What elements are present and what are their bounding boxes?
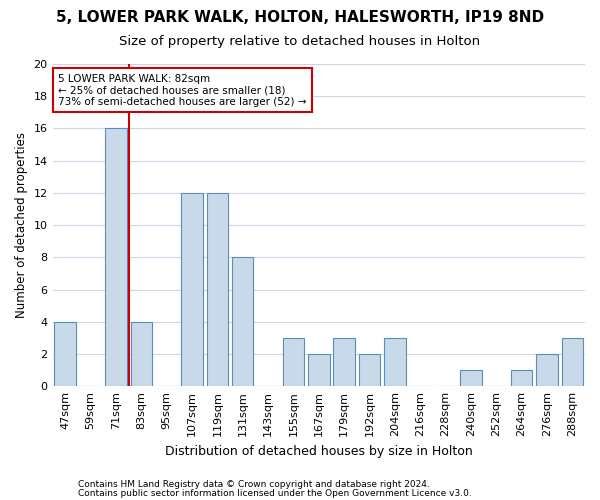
Text: Contains public sector information licensed under the Open Government Licence v3: Contains public sector information licen… [78, 488, 472, 498]
Bar [562, 338, 583, 386]
X-axis label: Distribution of detached houses by size in Holton: Distribution of detached houses by size … [165, 444, 473, 458]
Y-axis label: Number of detached properties: Number of detached properties [15, 132, 28, 318]
Bar [460, 370, 482, 386]
Text: 5 LOWER PARK WALK: 82sqm
← 25% of detached houses are smaller (18)
73% of semi-d: 5 LOWER PARK WALK: 82sqm ← 25% of detach… [58, 74, 307, 107]
Bar [131, 322, 152, 386]
Bar [105, 128, 127, 386]
Text: Contains HM Land Registry data © Crown copyright and database right 2024.: Contains HM Land Registry data © Crown c… [78, 480, 430, 489]
Bar [232, 258, 253, 386]
Text: 5, LOWER PARK WALK, HOLTON, HALESWORTH, IP19 8ND: 5, LOWER PARK WALK, HOLTON, HALESWORTH, … [56, 10, 544, 25]
Bar [334, 338, 355, 386]
Bar [206, 193, 228, 386]
Bar [384, 338, 406, 386]
Bar [283, 338, 304, 386]
Bar [359, 354, 380, 386]
Bar [308, 354, 329, 386]
Bar [181, 193, 203, 386]
Bar [55, 322, 76, 386]
Bar [511, 370, 532, 386]
Bar [536, 354, 558, 386]
Text: Size of property relative to detached houses in Holton: Size of property relative to detached ho… [119, 35, 481, 48]
